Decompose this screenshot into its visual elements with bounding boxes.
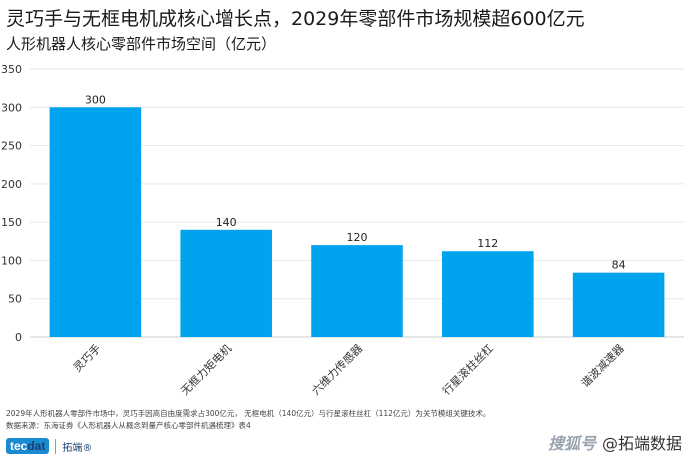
y-tick-label: 350 (1, 63, 22, 76)
bars (49, 107, 665, 338)
watermark: 搜狐号 @拓端数据 (548, 430, 682, 454)
x-tick-label: 谐波减速器 (578, 341, 627, 390)
x-axis: 灵巧手 无框力矩电机 六维力传感器 行星滚柱丝杠 谐波减速器 (70, 341, 626, 398)
bar (311, 245, 403, 337)
y-tick-label: 0 (15, 331, 22, 344)
y-tick-label: 200 (1, 178, 22, 191)
chart-subtitle: 人形机器人核心零部件市场空间（亿元） (6, 35, 277, 53)
brand-logo: tecdat 拓端® (6, 436, 92, 456)
y-tick-label: 100 (1, 254, 22, 267)
y-tick-label: 150 (1, 216, 22, 229)
data-labels: 300 140 120 112 84 (85, 93, 626, 271)
bar (180, 229, 272, 337)
bar (442, 251, 534, 337)
data-label: 140 (216, 216, 237, 229)
bar (49, 107, 142, 338)
watermark-tuoduan: @拓端数据 (601, 434, 682, 453)
x-tick-label: 行星滚柱丝杠 (439, 341, 496, 398)
bar (572, 272, 665, 337)
watermark-sohu: 搜狐号 (547, 434, 596, 453)
chart-notes: 2029年人形机器人零部件市场中，灵巧手因高自由度需求占300亿元， 无框电机（… (6, 408, 490, 432)
y-axis: 0 50 100 150 200 250 300 350 (1, 63, 22, 344)
source-line: 数据来源：东海证券《人形机器人从概念到量产核心零部件机遇梳理》表4 (6, 421, 251, 430)
data-label: 112 (477, 237, 498, 250)
data-label: 120 (347, 231, 368, 244)
note-line: 2029年人形机器人零部件市场中，灵巧手因高自由度需求占300亿元， 无框电机（… (6, 409, 491, 418)
x-tick-label: 无框力矩电机 (178, 341, 235, 398)
y-tick-label: 250 (1, 140, 22, 153)
page-title: 灵巧手与无框电机成核心增长点，2029年零部件市场规模超600亿元 (6, 8, 585, 30)
data-label: 300 (85, 93, 106, 106)
data-label: 84 (612, 259, 626, 272)
y-tick-label: 300 (1, 101, 22, 114)
x-tick-label: 六维力传感器 (309, 342, 365, 398)
y-tick-label: 50 (8, 293, 22, 306)
logo-tec: tec (10, 439, 28, 453)
brand-subtitle: 拓端® (55, 438, 92, 454)
x-tick-label: 灵巧手 (70, 341, 103, 374)
tecdat-logo: tecdat (6, 438, 50, 454)
logo-dat: dat (27, 439, 46, 453)
